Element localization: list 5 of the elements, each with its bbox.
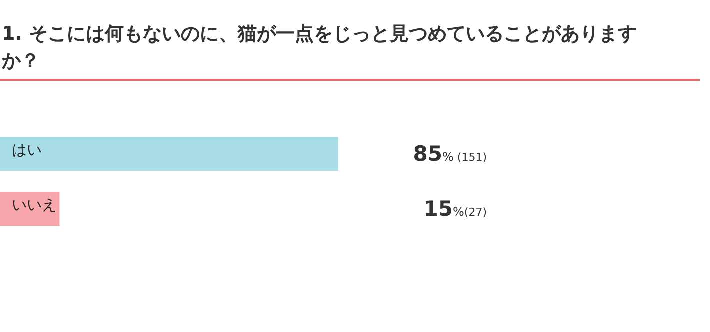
data-label: 15%(27) <box>424 197 487 221</box>
title: 1. そこには何もないのに、猫が一点をじっと見つめていることがありますか？ <box>2 23 638 72</box>
y-tick-label: いいえ <box>12 196 57 214</box>
data-label: 85% (151) <box>413 142 487 166</box>
y-tick-label: はい <box>12 141 42 159</box>
